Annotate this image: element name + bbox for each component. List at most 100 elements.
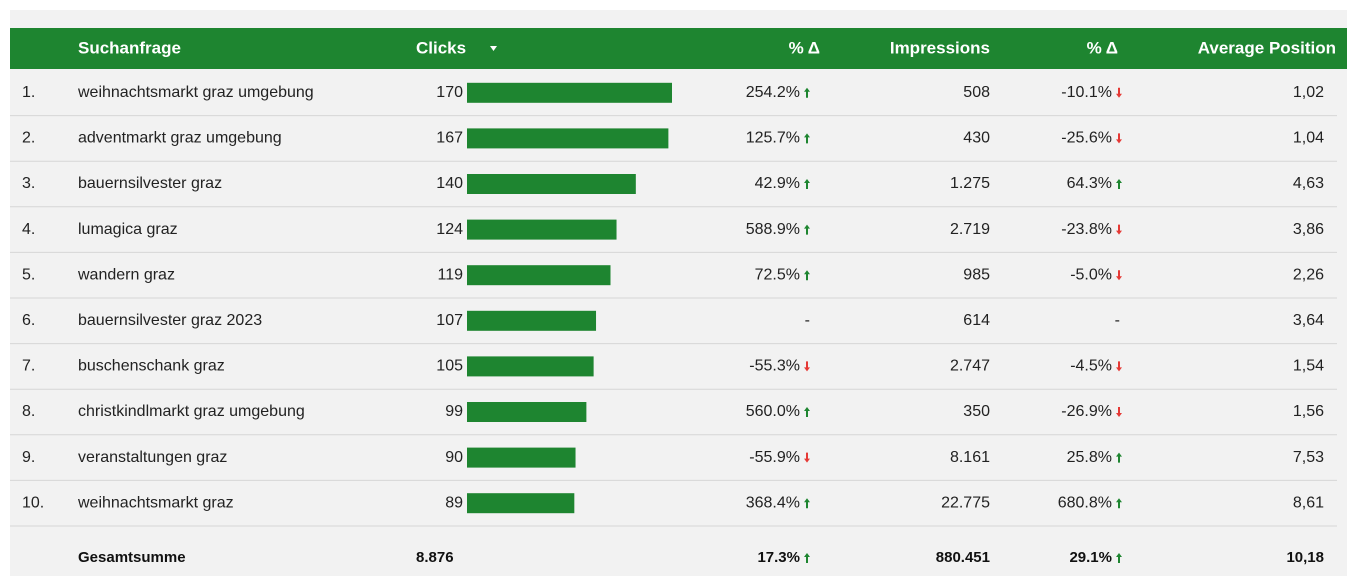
trend-arrow <box>1116 553 1122 563</box>
clicks: 167 <box>436 130 463 147</box>
clicks-delta: 560.0% <box>746 403 800 420</box>
impressions: 985 <box>963 266 990 283</box>
header-clicks-delta[interactable]: % Δ <box>789 38 820 57</box>
position: 1,04 <box>1293 130 1324 147</box>
table-background <box>10 10 1347 576</box>
clicks-delta: 42.9% <box>755 175 800 192</box>
header-impressions[interactable]: Impressions <box>890 38 990 57</box>
position: 3,64 <box>1293 312 1324 329</box>
clicks-delta: 254.2% <box>746 84 800 101</box>
position: 1,56 <box>1293 403 1324 420</box>
trend-arrow <box>1116 224 1122 235</box>
impressions-delta: - <box>1115 312 1120 329</box>
clicks: 105 <box>436 358 463 375</box>
total-clicks: 8.876 <box>416 549 454 566</box>
clicks: 140 <box>436 175 463 192</box>
query: lumagica graz <box>78 221 178 238</box>
impressions: 350 <box>963 403 990 420</box>
query: wandern graz <box>77 266 175 283</box>
impressions: 614 <box>963 312 990 329</box>
trend-arrow <box>804 87 810 98</box>
clicks-delta: -55.3% <box>749 358 800 375</box>
trend-arrow <box>1116 407 1122 417</box>
clicks-bar <box>467 493 575 514</box>
impressions-delta: -10.1% <box>1061 84 1112 101</box>
rank: 4. <box>22 221 35 238</box>
clicks: 124 <box>436 221 463 238</box>
position: 8,61 <box>1293 494 1324 511</box>
position: 7,53 <box>1293 449 1324 466</box>
trend-arrow <box>804 498 810 509</box>
header-bar <box>10 28 1347 69</box>
trend-arrow <box>804 361 810 372</box>
impressions-delta: -26.9% <box>1061 403 1112 420</box>
clicks-delta: - <box>805 312 810 329</box>
impressions-delta: 64.3% <box>1067 175 1112 192</box>
clicks-bar <box>467 356 594 377</box>
trend-arrow <box>804 270 810 281</box>
impressions-delta: -23.8% <box>1061 221 1112 238</box>
impressions-delta: 25.8% <box>1067 449 1112 466</box>
impressions-delta: -25.6% <box>1061 130 1112 147</box>
trend-arrow <box>804 179 810 189</box>
position: 1,02 <box>1293 84 1324 101</box>
trend-arrow <box>1116 87 1122 98</box>
rank: 1. <box>22 84 35 101</box>
header-clicks[interactable]: Clicks <box>416 38 466 57</box>
rank: 9. <box>22 449 35 466</box>
total-position: 10,18 <box>1286 549 1324 566</box>
clicks-bar <box>467 310 597 331</box>
header-impressions-delta[interactable]: % Δ <box>1087 38 1118 57</box>
query: veranstaltungen graz <box>78 449 227 466</box>
clicks: 90 <box>445 449 463 466</box>
query: buschenschank graz <box>78 358 225 375</box>
clicks-bar <box>467 82 672 103</box>
trend-arrow <box>804 133 810 144</box>
header-query[interactable]: Suchanfrage <box>78 38 181 57</box>
trend-arrow <box>1116 179 1122 189</box>
trend-arrow <box>1116 270 1122 281</box>
clicks: 170 <box>436 84 463 101</box>
total-label: Gesamtsumme <box>78 549 186 566</box>
clicks-delta: 72.5% <box>755 266 800 283</box>
trend-arrow <box>1116 133 1122 144</box>
query: weihnachtsmarkt graz umgebung <box>77 84 314 101</box>
sort-icon <box>490 46 497 51</box>
impressions: 2.719 <box>950 221 990 238</box>
header-position[interactable]: Average Position <box>1198 38 1336 57</box>
clicks-bar <box>467 447 576 468</box>
impressions: 1.275 <box>950 175 990 192</box>
query: christkindlmarkt graz umgebung <box>78 403 305 420</box>
clicks: 107 <box>436 312 463 329</box>
query: bauernsilvester graz <box>78 175 222 192</box>
clicks-delta: 368.4% <box>746 494 800 511</box>
query: weihnachtsmarkt graz <box>77 494 234 511</box>
rank: 6. <box>22 312 35 329</box>
query: adventmarkt graz umgebung <box>78 130 282 147</box>
rank: 7. <box>22 358 35 375</box>
clicks-delta: 125.7% <box>746 130 800 147</box>
impressions: 430 <box>963 130 990 147</box>
impressions: 2.747 <box>950 358 990 375</box>
rank: 8. <box>22 403 35 420</box>
clicks-bar <box>467 402 587 422</box>
clicks-delta: 588.9% <box>746 221 800 238</box>
total-impressions-delta: 29.1% <box>1069 549 1112 566</box>
position: 3,86 <box>1293 221 1324 238</box>
total-impressions: 880.451 <box>936 549 990 566</box>
rank: 3. <box>22 175 35 192</box>
impressions-delta: -4.5% <box>1070 358 1112 375</box>
total-clicks-delta: 17.3% <box>757 549 800 566</box>
trend-arrow <box>1116 452 1122 463</box>
impressions: 8.161 <box>950 449 990 466</box>
clicks: 99 <box>445 403 463 420</box>
clicks-delta: -55.9% <box>749 449 800 466</box>
impressions: 22.775 <box>941 494 990 511</box>
position: 1,54 <box>1293 358 1324 375</box>
rank: 10. <box>22 494 44 511</box>
clicks-bar <box>467 219 617 240</box>
trend-arrow <box>1116 498 1122 509</box>
clicks-bar <box>467 128 669 149</box>
impressions-delta: -5.0% <box>1070 266 1112 283</box>
clicks-bar <box>467 265 611 286</box>
